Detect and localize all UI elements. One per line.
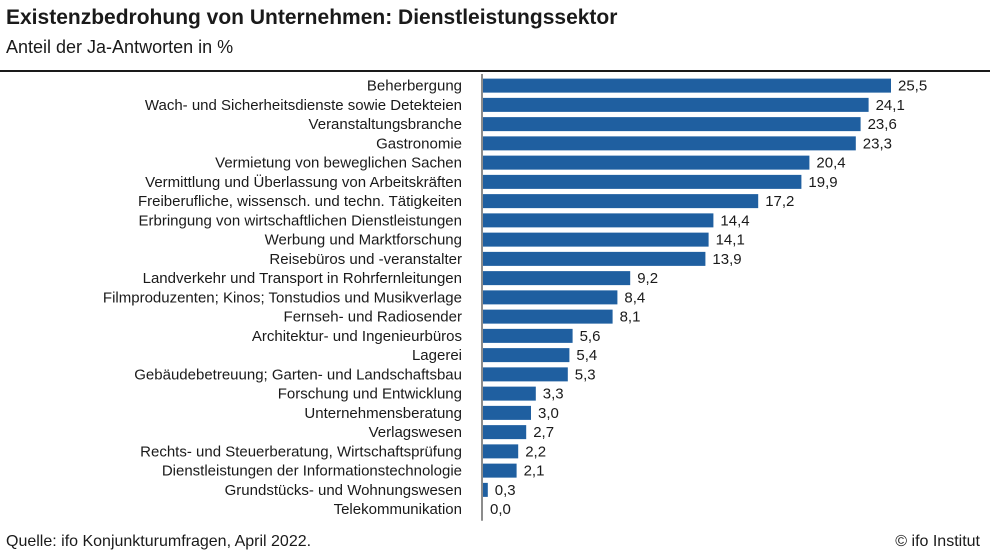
header-divider [0,70,990,72]
bar [483,271,631,286]
value-label: 0,0 [490,501,511,518]
value-label: 2,2 [525,443,546,460]
copyright-note: © ifo Institut [895,533,980,550]
bar [483,444,519,459]
bar [483,425,527,440]
bar [483,97,869,112]
category-label: Wach- und Sicherheitsdienste sowie Detek… [145,97,462,114]
value-label: 2,7 [533,424,554,441]
bar [483,367,568,382]
bar [483,290,618,305]
bar [483,386,536,401]
bar [483,155,810,170]
category-label: Unternehmensberatung [304,405,462,422]
bar [483,194,759,209]
value-label: 3,0 [538,405,559,422]
category-label: Freiberufliche, wissensch. und techn. Tä… [138,193,462,210]
bar [483,309,613,324]
bar [483,174,802,189]
bar [483,463,517,478]
category-label: Landverkehr und Transport in Rohrfernlei… [143,270,462,287]
category-label: Reisebüros und -veranstalter [269,251,462,268]
value-label: 20,4 [816,155,845,172]
category-label: Fernseh- und Radiosender [284,309,462,326]
category-label: Grundstücks- und Wohnungswesen [225,482,462,499]
bar-chart: Beherbergung 25,5 Wach- und Sicherheitsdie… [103,74,927,521]
value-label: 5,4 [576,347,597,364]
value-label: 8,1 [620,309,641,326]
bar [483,405,531,420]
bar [483,117,861,132]
category-label: Rechts- und Steuerberatung, Wirtschaftsp… [140,443,462,460]
value-label: 24,1 [876,97,905,114]
value-label: 3,3 [543,386,564,403]
category-label: Erbringung von wirtschaftlichen Dienstle… [138,212,462,229]
category-label: Veranstaltungsbranche [309,116,462,133]
bar [483,328,573,343]
category-label: Architektur- und Ingenieurbüros [252,328,462,345]
chart-title: Existenzbedrohung von Unternehmen: Diens… [6,6,618,29]
category-label: Lagerei [412,347,462,364]
bar [483,348,570,363]
bar [483,78,891,93]
value-label: 5,6 [580,328,601,345]
value-label: 14,4 [720,212,749,229]
category-label: Verlagswesen [369,424,462,441]
value-label: 5,3 [575,366,596,383]
category-label: Forschung und Entwicklung [278,386,462,403]
category-label: Gastronomie [376,135,462,152]
bar [483,213,714,228]
source-note: Quelle: ifo Konjunkturumfragen, April 20… [6,533,312,550]
bar [483,251,706,266]
bar [483,482,488,497]
value-label: 23,3 [863,135,892,152]
category-label: Vermietung von beweglichen Sachen [215,155,462,172]
value-label: 8,4 [624,289,645,306]
category-label: Beherbergung [367,78,462,95]
value-label: 2,1 [524,463,545,480]
value-label: 9,2 [637,270,658,287]
value-label: 14,1 [716,232,745,249]
value-label: 19,9 [808,174,837,191]
chart-subtitle: Anteil der Ja-Antworten in % [6,37,234,57]
value-label: 23,6 [868,116,897,133]
category-label: Gebäudebetreuung; Garten- und Landschaft… [134,366,462,383]
value-label: 0,3 [495,482,516,499]
category-label: Werbung und Marktforschung [265,232,462,249]
bar [483,136,856,151]
value-label: 13,9 [712,251,741,268]
bar [483,232,709,247]
value-label: 17,2 [765,193,794,210]
category-label: Vermittlung und Überlassung von Arbeitsk… [145,173,462,191]
value-label: 25,5 [898,78,927,95]
category-label: Dienstleistungen der Informationstechnol… [162,463,462,480]
category-label: Filmproduzenten; Kinos; Tonstudios und M… [103,289,462,306]
category-label: Telekommunikation [334,501,462,518]
